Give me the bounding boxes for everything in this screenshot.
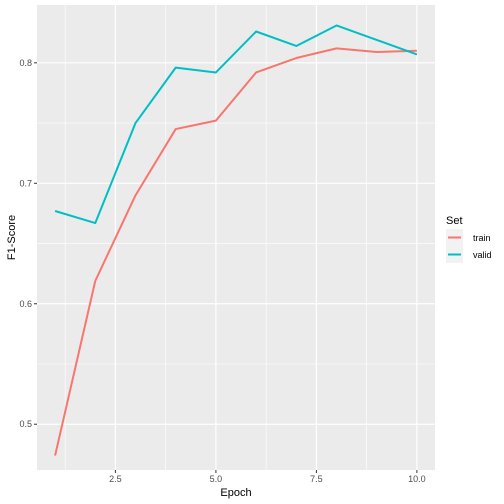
legend-items: train valid <box>446 229 492 263</box>
major-gridlines <box>37 5 435 470</box>
series-line-train <box>54 47 417 456</box>
y-axis-title: F1-Score <box>6 215 18 260</box>
x-tick-label: 10.0 <box>408 474 426 484</box>
y-tick-label: 0.5 <box>19 419 32 429</box>
legend-title: Set <box>446 215 463 227</box>
y-tick-label: 0.7 <box>19 178 32 188</box>
series-lines <box>54 24 418 456</box>
legend-label-train: train <box>473 233 491 243</box>
legend-label-valid: valid <box>473 250 492 260</box>
y-tick-label: 0.6 <box>19 299 32 309</box>
x-axis-ticks: 2.5 5.0 7.5 10.0 <box>109 470 426 484</box>
y-axis-ticks: 0.5 0.6 0.7 0.8 <box>19 58 37 429</box>
x-axis-title: Epoch <box>220 487 251 499</box>
series-line-valid <box>54 24 418 225</box>
x-tick-label: 7.5 <box>310 474 323 484</box>
plot-panel <box>37 5 435 470</box>
legend: Set train valid <box>446 215 492 263</box>
y-tick-label: 0.8 <box>19 58 32 68</box>
x-tick-label: 2.5 <box>109 474 122 484</box>
x-tick-label: 5.0 <box>210 474 223 484</box>
